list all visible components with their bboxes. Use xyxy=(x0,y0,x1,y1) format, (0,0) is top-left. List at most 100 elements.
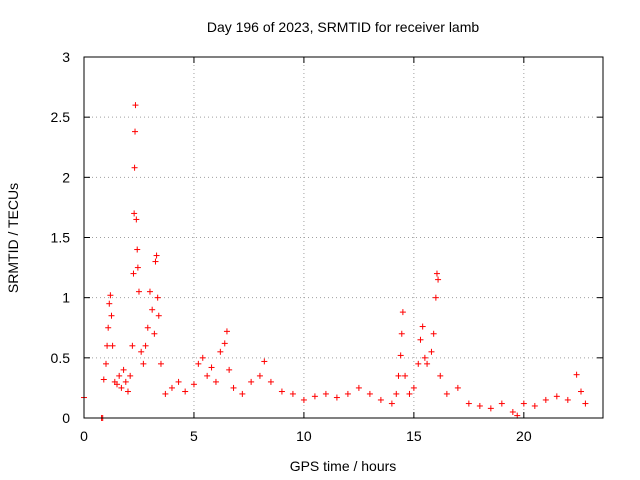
data-point xyxy=(124,388,131,395)
data-point xyxy=(419,323,426,330)
y-tick-label: 2.5 xyxy=(51,109,71,125)
data-point xyxy=(256,372,263,379)
data-point xyxy=(140,360,147,367)
data-point xyxy=(113,381,120,388)
data-point xyxy=(134,246,141,253)
data-point xyxy=(322,390,329,397)
y-tick-label: 2 xyxy=(62,169,70,185)
x-tick-label: 15 xyxy=(406,428,422,444)
y-axis-label: SRMTID / TECUs xyxy=(5,183,21,293)
y-tick-label: 1.5 xyxy=(51,230,71,246)
x-tick-label: 0 xyxy=(80,428,88,444)
data-point xyxy=(142,342,149,349)
data-point xyxy=(573,371,580,378)
data-point xyxy=(132,102,139,109)
data-point xyxy=(582,400,589,407)
data-point xyxy=(261,358,268,365)
data-point xyxy=(432,294,439,301)
data-point xyxy=(377,396,384,403)
data-point xyxy=(424,360,431,367)
data-point xyxy=(223,328,230,335)
data-point xyxy=(267,378,274,385)
data-point xyxy=(108,312,115,319)
data-point xyxy=(131,210,138,217)
data-point xyxy=(553,393,560,400)
data-point xyxy=(399,309,406,316)
data-point xyxy=(289,390,296,397)
data-point xyxy=(109,342,116,349)
data-point xyxy=(421,354,428,361)
x-tick-label: 20 xyxy=(516,428,532,444)
data-point xyxy=(239,390,246,397)
data-point xyxy=(221,340,228,347)
data-point xyxy=(102,360,109,367)
data-point xyxy=(208,364,215,371)
grid-lines xyxy=(84,57,603,418)
chart-title: Day 196 of 2023, SRMTID for receiver lam… xyxy=(207,19,480,35)
data-point xyxy=(278,388,285,395)
data-point xyxy=(520,400,527,407)
x-tick-label: 5 xyxy=(190,428,198,444)
data-point xyxy=(100,376,107,383)
data-point xyxy=(138,348,145,355)
data-point xyxy=(129,342,136,349)
data-point xyxy=(157,360,164,367)
data-point xyxy=(393,390,400,397)
data-point xyxy=(509,408,516,415)
data-point xyxy=(300,396,307,403)
data-point xyxy=(122,378,129,385)
data-point xyxy=(168,384,175,391)
data-point xyxy=(146,288,153,295)
data-point xyxy=(428,348,435,355)
data-point xyxy=(190,381,197,388)
data-point xyxy=(454,384,461,391)
data-point xyxy=(564,396,571,403)
data-point xyxy=(430,330,437,337)
data-point xyxy=(182,388,189,395)
data-point xyxy=(388,400,395,407)
axis-ticks xyxy=(83,56,603,419)
data-points xyxy=(81,102,589,421)
data-point xyxy=(133,216,140,223)
data-point xyxy=(311,393,318,400)
data-point xyxy=(355,384,362,391)
data-point xyxy=(435,276,442,283)
data-point xyxy=(134,264,141,271)
data-point xyxy=(398,330,405,337)
data-point xyxy=(433,270,440,277)
data-point xyxy=(406,390,413,397)
data-point xyxy=(135,288,142,295)
data-point xyxy=(402,372,409,379)
x-axis-label: GPS time / hours xyxy=(290,458,397,474)
data-point xyxy=(144,324,151,331)
y-tick-label: 0.5 xyxy=(51,350,71,366)
data-point xyxy=(153,252,160,259)
y-tick-label: 3 xyxy=(62,49,70,65)
data-point xyxy=(195,360,202,367)
data-point xyxy=(397,352,404,359)
data-point xyxy=(498,400,505,407)
data-point xyxy=(333,394,340,401)
data-point xyxy=(217,348,224,355)
data-point xyxy=(118,384,125,391)
data-point xyxy=(417,336,424,343)
data-point xyxy=(104,342,111,349)
data-point xyxy=(437,372,444,379)
data-point xyxy=(155,312,162,319)
data-point xyxy=(154,294,161,301)
data-point xyxy=(410,384,417,391)
data-point xyxy=(395,372,402,379)
data-point xyxy=(105,324,112,331)
data-point xyxy=(149,306,156,313)
tick-labels: 0 5 10 15 20 0 0.5 1 1.5 2 2.5 3 xyxy=(51,49,532,444)
x-tick-label: 10 xyxy=(296,428,312,444)
data-point xyxy=(542,396,549,403)
data-point xyxy=(578,388,585,395)
data-point xyxy=(131,164,138,171)
data-point xyxy=(344,390,351,397)
data-point xyxy=(107,292,114,299)
data-point xyxy=(130,270,137,277)
data-point xyxy=(132,128,139,135)
data-point xyxy=(106,300,113,307)
